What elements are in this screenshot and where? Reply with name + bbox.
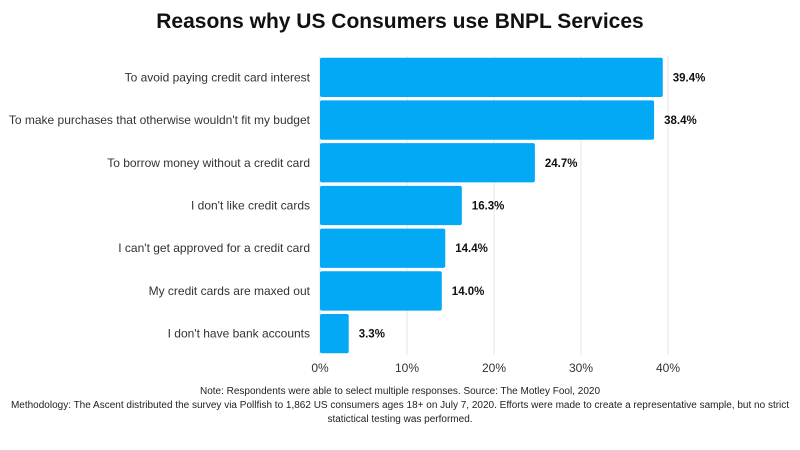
- bar: [320, 100, 655, 140]
- category-label: My credit cards are maxed out: [149, 284, 311, 298]
- category-label: I can't get approved for a credit card: [118, 241, 310, 255]
- value-label: 24.7%: [545, 158, 578, 170]
- value-label: 14.4%: [455, 243, 488, 255]
- value-label: 3.3%: [359, 329, 385, 341]
- bar: [320, 143, 535, 183]
- value-label: 38.4%: [664, 115, 697, 127]
- x-tick-label: 30%: [569, 361, 593, 375]
- x-tick-label: 0%: [311, 361, 329, 375]
- x-tick-label: 10%: [395, 361, 419, 375]
- x-tick-label: 40%: [656, 361, 680, 375]
- category-label: I don't have bank accounts: [168, 327, 310, 341]
- chart-notes: Note: Respondents were able to select mu…: [0, 385, 800, 427]
- methodology-line-continued: statictical testing was performed.: [327, 414, 473, 425]
- category-label: To borrow money without a credit card: [107, 156, 310, 170]
- value-label: 14.0%: [452, 286, 485, 298]
- value-label: 39.4%: [673, 72, 706, 84]
- note-line: Note: Respondents were able to select mu…: [199, 386, 601, 397]
- category-label: To make purchases that otherwise wouldn'…: [9, 113, 311, 127]
- bar: [320, 57, 663, 98]
- bar: [320, 271, 442, 311]
- value-label: 16.3%: [472, 201, 505, 213]
- chart-title: Reasons why US Consumers use BNPL Servic…: [156, 10, 644, 33]
- bar-chart: 0% 10% 20% 30% 40% To avoid paying credit car…: [9, 56, 706, 375]
- bar: [320, 185, 462, 226]
- methodology-line: Methodology: The Ascent distributed the …: [10, 400, 790, 411]
- category-label: To avoid paying credit card interest: [125, 70, 311, 84]
- bar: [320, 313, 349, 354]
- category-label: I don't like credit cards: [191, 199, 310, 213]
- x-tick-label: 20%: [482, 361, 506, 375]
- bar: [320, 228, 446, 268]
